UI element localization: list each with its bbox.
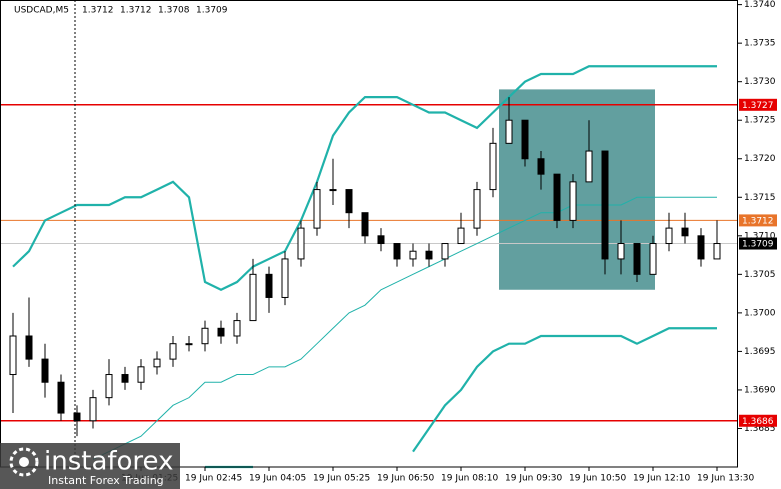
candle-body (297, 227, 305, 260)
candle-body (313, 189, 321, 229)
candle-body (25, 335, 33, 360)
ohlc-value: 1.3712 (120, 6, 152, 16)
y-tick-label: 1.3700 (744, 308, 776, 318)
candle-body (217, 327, 225, 337)
candle-body (457, 227, 465, 245)
candle-body (601, 150, 609, 260)
ohlc-value: 1.3709 (196, 6, 228, 16)
x-tick-label: 19 Jun 02:45 (185, 474, 242, 484)
band-line (92, 196, 717, 460)
ohlc-value: 1.3712 (82, 6, 114, 16)
x-tick-label: 19 Jun 12:10 (633, 474, 690, 484)
level-label-box (739, 237, 777, 250)
candle-body (361, 212, 369, 237)
candle-body (233, 320, 241, 337)
candle-body (345, 189, 353, 214)
candle-body (57, 381, 65, 414)
band-line (12, 65, 717, 291)
x-tick-label: 19 Jun 06:50 (377, 474, 434, 484)
y-tick-label: 1.3740 (744, 0, 776, 10)
candle-body (617, 243, 625, 260)
x-tick-label: 19 Jun 05:25 (313, 474, 370, 484)
candle-body (633, 243, 641, 275)
candle-body (9, 335, 17, 376)
y-tick-label: 1.3725 (744, 116, 776, 126)
candle-body (329, 189, 337, 192)
candle-body (713, 243, 721, 260)
candle-body (393, 243, 401, 260)
y-tick-label: 1.3720 (744, 154, 776, 164)
y-tick-label: 1.3710 (744, 231, 776, 241)
band-line (412, 327, 717, 453)
candle-body (169, 343, 177, 360)
y-tick-label: 1.3715 (744, 193, 776, 203)
candle-body (89, 397, 97, 422)
watermark: instaforex Instant Forex Trading (0, 443, 180, 489)
level-label-box (739, 414, 777, 427)
x-tick-label: 19 Jun 10:50 (569, 474, 626, 484)
level-label: 1.3686 (742, 417, 774, 427)
x-tick-label: 19 Jun 08:10 (441, 474, 498, 484)
candle-body (665, 227, 673, 245)
zone (499, 89, 655, 290)
candle-body (425, 250, 433, 260)
candle-body (377, 235, 385, 245)
y-tick-label: 1.3705 (744, 270, 776, 280)
x-tick-label: 19 Jun 09:30 (505, 474, 562, 484)
candle-body (681, 227, 689, 237)
ohlc-readout: 1.3712 1.3712 1.3708 1.3709 (82, 6, 228, 16)
y-tick-label: 1.3685 (744, 424, 776, 434)
candle-body (185, 343, 193, 346)
candle-body (281, 258, 289, 298)
candle-body (409, 250, 417, 260)
candle-body (505, 119, 513, 144)
logo-icon (9, 447, 39, 477)
candle-body (489, 142, 497, 191)
x-tick-label: 19 Jun 13:30 (697, 474, 754, 484)
candle-body (473, 189, 481, 229)
level-label-box (739, 98, 777, 111)
y-tick-label: 1.3730 (744, 77, 776, 87)
candle-body (153, 358, 161, 368)
candle-body (553, 173, 561, 221)
candle-body (569, 181, 577, 221)
symbol: USDCAD,M5 (14, 6, 69, 16)
y-tick-label: 1.3735 (744, 39, 776, 49)
candle-body (249, 273, 257, 322)
candle-body (441, 243, 449, 260)
logo-dot (19, 457, 29, 467)
candle-body (121, 374, 129, 383)
plot-border (0, 0, 738, 468)
brand: instaforex (44, 447, 173, 477)
level-label: 1.3712 (742, 216, 774, 226)
candle-body (585, 150, 593, 183)
candle-body (41, 358, 49, 383)
y-tick-label: 1.3695 (744, 347, 776, 357)
candle-body (649, 243, 657, 275)
candle-body (105, 374, 113, 399)
plot-area (0, 65, 738, 469)
candle-body (265, 273, 273, 298)
x-tick-label: 19 Jun 04:05 (249, 474, 306, 484)
candle-body (201, 327, 209, 345)
candle-body (537, 158, 545, 175)
candle-body (521, 119, 529, 160)
level-label: 1.3727 (742, 101, 774, 111)
candle-body (137, 366, 145, 383)
level-label: 1.3709 (742, 240, 774, 250)
logo-box (0, 443, 180, 489)
ohlc-value: 1.3708 (158, 6, 190, 16)
level-label-box (739, 214, 777, 227)
candle-body (697, 235, 705, 260)
tagline: Instant Forex Trading (48, 474, 164, 487)
y-tick-label: 1.3690 (744, 385, 776, 395)
candle-body (73, 412, 81, 422)
